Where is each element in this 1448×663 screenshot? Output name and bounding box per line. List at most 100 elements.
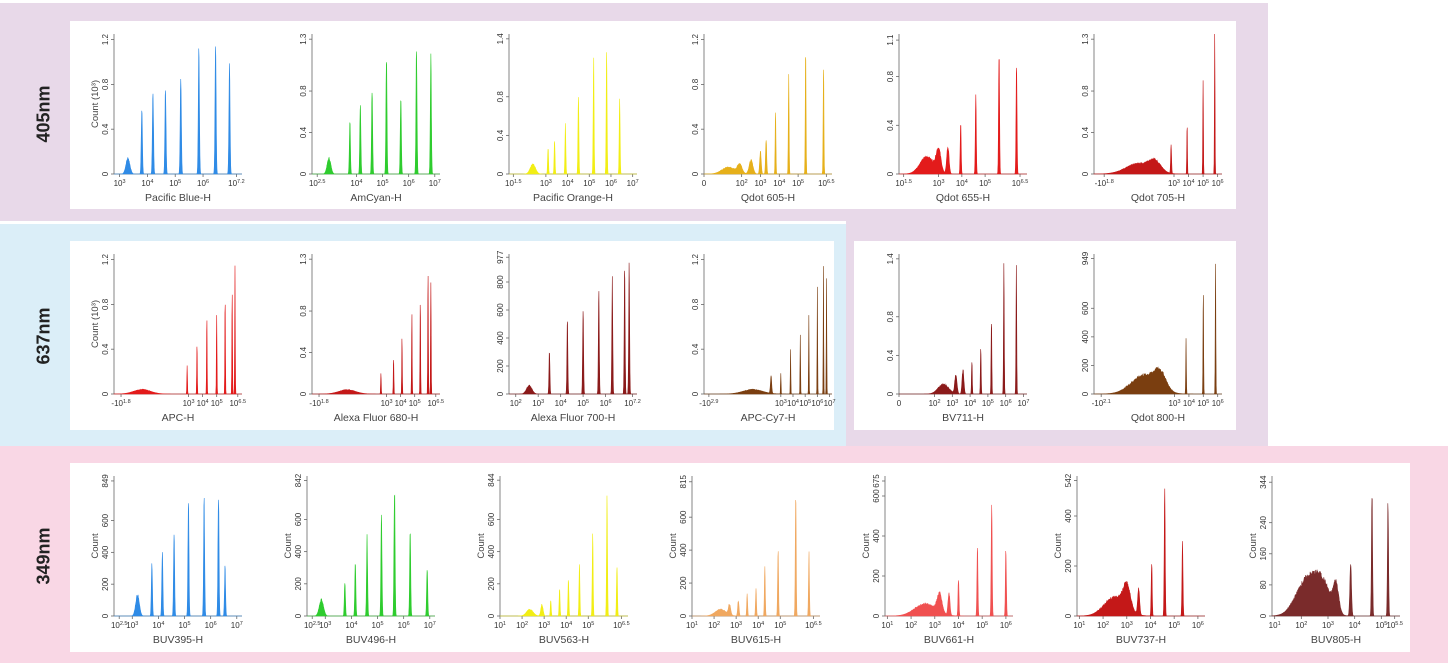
y-tick-label: 0.8 bbox=[101, 298, 110, 310]
y-axis-label: Count bbox=[283, 533, 294, 559]
y-tick-label: 815 bbox=[679, 475, 688, 489]
x-tick-label: 103 bbox=[126, 621, 138, 630]
histogram-area bbox=[703, 57, 832, 175]
histogram-area bbox=[899, 263, 1027, 395]
row-label-637nm: 637nm bbox=[33, 307, 54, 365]
x-tick-label: 106 bbox=[1212, 179, 1224, 188]
y-tick-label: 0 bbox=[1081, 391, 1090, 396]
y-axis-label: Count bbox=[1248, 533, 1259, 559]
y-tick-label: 675 bbox=[872, 474, 881, 488]
y-tick-label: 849 bbox=[101, 474, 110, 488]
x-tick-label: 106 bbox=[1000, 621, 1012, 630]
x-tick-label: 101 bbox=[1269, 621, 1281, 630]
histogram-area bbox=[114, 46, 242, 175]
x-tick-label: 105 bbox=[583, 179, 595, 188]
y-tick-label: 0 bbox=[1259, 613, 1268, 618]
x-tick-label: 103 bbox=[540, 179, 552, 188]
y-tick-label: 240 bbox=[1259, 515, 1268, 529]
y-tick-label: 977 bbox=[496, 250, 505, 264]
y-tick-label: 0.8 bbox=[299, 305, 308, 317]
x-tick-label: 105 bbox=[1375, 621, 1387, 630]
histogram-qdot-705-h: 0 0.4 0.8 1.3 -101.8 103 104 105 106 Qdot 705-H bbox=[1081, 33, 1224, 204]
histogram-area bbox=[692, 499, 820, 617]
x-tick-label: 0 bbox=[897, 399, 902, 408]
x-tick-label: -101.8 bbox=[111, 399, 130, 408]
x-tick-label: 105 bbox=[774, 621, 786, 630]
x-tick-label: 102.5 bbox=[111, 621, 128, 630]
row-label-349nm: 349nm bbox=[33, 527, 54, 585]
x-tick-label: 102 bbox=[1295, 621, 1307, 630]
x-tick-label: 107 bbox=[424, 621, 436, 630]
y-tick-label: 0 bbox=[294, 613, 303, 618]
y-tick-label: 200 bbox=[496, 359, 505, 373]
histogram-area bbox=[509, 262, 637, 395]
x-tick-label: 104 bbox=[152, 621, 164, 630]
x-tick-label: 104 bbox=[141, 179, 153, 188]
x-tick-label: 104 bbox=[952, 621, 964, 630]
histogram-area bbox=[1093, 263, 1222, 395]
y-tick-label: 949 bbox=[1081, 251, 1090, 265]
y-tick-label: 1.2 bbox=[101, 253, 110, 265]
x-tick-label: 107.2 bbox=[228, 179, 245, 188]
x-tick-label: 103 bbox=[381, 399, 393, 408]
y-tick-label: 200 bbox=[294, 577, 303, 591]
x-tick-label: 105 bbox=[799, 399, 811, 408]
x-tick-label: 105 bbox=[377, 179, 389, 188]
x-tick-label: -101.8 bbox=[1095, 179, 1114, 188]
y-tick-label: 1.4 bbox=[496, 33, 505, 45]
row-label-405nm: 405nm bbox=[33, 85, 54, 143]
y-tick-label: 0.4 bbox=[1081, 126, 1090, 138]
x-tick-label: 0 bbox=[702, 179, 707, 188]
histogram-area bbox=[312, 51, 440, 175]
y-tick-label: 844 bbox=[487, 473, 496, 487]
x-tick-label: 105 bbox=[792, 179, 804, 188]
chart-title: Alexa Fluor 680-H bbox=[334, 412, 419, 424]
histogram-area bbox=[1271, 498, 1400, 617]
y-axis-label: Count bbox=[861, 533, 872, 559]
histogram-area bbox=[500, 495, 628, 617]
histogram-area bbox=[509, 52, 637, 175]
chart-title: AmCyan-H bbox=[350, 192, 401, 204]
x-tick-label: 102 bbox=[1097, 621, 1109, 630]
x-tick-label: 106.5 bbox=[1012, 179, 1029, 188]
y-tick-label: 0.8 bbox=[1081, 85, 1090, 97]
x-tick-label: 101 bbox=[494, 621, 506, 630]
y-tick-label: 160 bbox=[1259, 547, 1268, 561]
chart-title: Qdot 655-H bbox=[936, 192, 990, 204]
x-tick-label: 105 bbox=[979, 179, 991, 188]
x-tick-label: 103 bbox=[538, 621, 550, 630]
x-tick-label: 105 bbox=[1168, 621, 1180, 630]
histogram-qdot-800-h: 0 200 400 600 949 -102.1 103 104 105 106 Qdot 800-… bbox=[1081, 251, 1224, 424]
x-tick-label: 106 bbox=[1212, 399, 1224, 408]
y-tick-label: 0 bbox=[487, 613, 496, 618]
x-tick-label: 104 bbox=[964, 399, 976, 408]
x-tick-label: 101 bbox=[1073, 621, 1085, 630]
y-tick-label: 0 bbox=[101, 391, 110, 396]
x-tick-label: 104 bbox=[345, 621, 357, 630]
chart-title: APC-H bbox=[162, 412, 195, 424]
x-tick-label: 105 bbox=[1197, 179, 1209, 188]
panel-405nm-extra bbox=[854, 241, 1236, 430]
histogram-qdot-655-h: 0 0.4 0.8 1.1 101.5 103 104 105 106.5 Qdot 655-H bbox=[886, 34, 1029, 204]
chart-title: Pacific Orange-H bbox=[533, 192, 613, 204]
y-tick-label: 400 bbox=[294, 544, 303, 558]
histogram-apc-cy7-h: 0 0.4 0.8 1.2 -102.9 103 104 105 106 107 APC-Cy7-H bbox=[691, 253, 836, 424]
chart-title: BUV395-H bbox=[153, 634, 203, 646]
x-tick-label: 106 bbox=[811, 399, 823, 408]
histogram-area bbox=[1093, 33, 1222, 175]
x-tick-label: 103 bbox=[929, 621, 941, 630]
x-tick-label: 106 bbox=[197, 179, 209, 188]
y-tick-label: 200 bbox=[1064, 559, 1073, 573]
chart-title: BUV615-H bbox=[731, 634, 781, 646]
y-tick-label: 0 bbox=[886, 391, 895, 396]
y-tick-label: 0.4 bbox=[101, 343, 110, 355]
x-tick-label: 104 bbox=[560, 621, 572, 630]
y-tick-label: 600 bbox=[1081, 301, 1090, 315]
y-tick-label: 400 bbox=[487, 544, 496, 558]
y-tick-label: 1.3 bbox=[299, 33, 308, 45]
x-tick-label: 105 bbox=[982, 399, 994, 408]
histogram-area bbox=[884, 504, 1013, 617]
x-tick-label: 103 bbox=[319, 621, 331, 630]
